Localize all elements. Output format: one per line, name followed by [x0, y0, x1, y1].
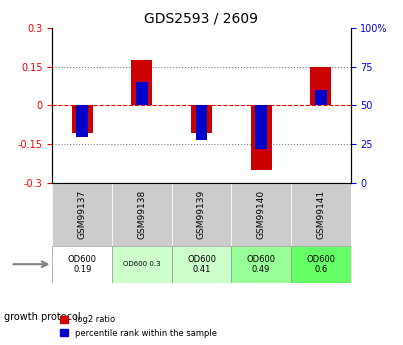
Text: OD600
0.41: OD600 0.41	[187, 255, 216, 274]
FancyBboxPatch shape	[172, 183, 231, 246]
FancyBboxPatch shape	[291, 183, 351, 246]
Bar	[195, 106, 208, 140]
Text: OD600
0.49: OD600 0.49	[247, 255, 276, 274]
Text: GSM99140: GSM99140	[257, 190, 266, 239]
Text: GSM99137: GSM99137	[78, 190, 87, 239]
FancyBboxPatch shape	[231, 246, 291, 283]
FancyBboxPatch shape	[231, 183, 291, 246]
Bar	[315, 90, 327, 106]
FancyBboxPatch shape	[52, 183, 112, 246]
Bar	[251, 106, 272, 170]
Text: growth protocol: growth protocol	[4, 313, 81, 322]
Bar	[72, 106, 93, 133]
FancyBboxPatch shape	[172, 246, 231, 283]
Bar	[310, 67, 331, 106]
Title: GDS2593 / 2609: GDS2593 / 2609	[145, 11, 258, 25]
Text: GSM99139: GSM99139	[197, 190, 206, 239]
Text: OD600 0.3: OD600 0.3	[123, 261, 161, 267]
Text: GSM99141: GSM99141	[316, 190, 325, 239]
FancyBboxPatch shape	[112, 183, 172, 246]
Text: GSM99138: GSM99138	[137, 190, 146, 239]
FancyBboxPatch shape	[52, 246, 112, 283]
Text: OD600
0.6: OD600 0.6	[306, 255, 335, 274]
FancyBboxPatch shape	[112, 246, 172, 283]
Bar	[255, 106, 267, 149]
Bar	[191, 106, 212, 133]
Legend: log2 ratio, percentile rank within the sample: log2 ratio, percentile rank within the s…	[56, 312, 220, 341]
Text: OD600
0.19: OD600 0.19	[68, 255, 97, 274]
Bar	[131, 60, 152, 106]
Bar	[76, 106, 88, 137]
Bar	[136, 82, 148, 106]
FancyBboxPatch shape	[291, 246, 351, 283]
